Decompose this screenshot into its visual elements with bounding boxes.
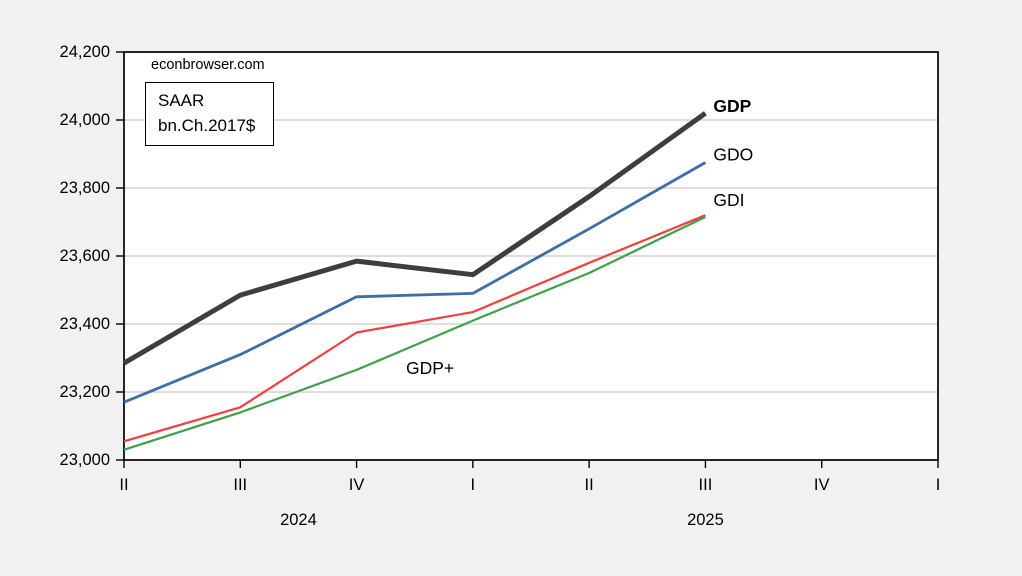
- y-axis-tick-label: 24,200: [60, 43, 110, 61]
- units-annotation-line1: SAAR: [158, 91, 205, 110]
- x-axis-tick-label: II: [585, 476, 594, 494]
- x-axis-tick-label: IV: [814, 476, 830, 494]
- watermark-text: econbrowser.com: [151, 57, 265, 73]
- y-axis-tick-label: 23,800: [60, 179, 110, 197]
- plot-border: [123, 51, 939, 461]
- y-axis-tick-label: 23,600: [60, 247, 110, 265]
- series-label-gdpplus: GDP+: [406, 358, 454, 378]
- x-axis-tick-label: I: [471, 476, 476, 494]
- y-axis-tick-label: 24,000: [60, 111, 110, 129]
- series-line-gdi: [123, 214, 706, 443]
- x-axis-tick-label: II: [119, 476, 128, 494]
- units-annotation-box: SAAR bn.Ch.2017$: [145, 82, 274, 146]
- y-axis-tick-label: 23,000: [60, 451, 110, 469]
- x-axis-tick-label: I: [936, 476, 941, 494]
- x-axis-tick-label: III: [233, 476, 247, 494]
- units-annotation-line2: bn.Ch.2017$: [158, 115, 256, 135]
- x-axis-tick-label: IV: [349, 476, 365, 494]
- x-axis-year-label: 2024: [280, 511, 317, 529]
- series-line-gdpplus: [123, 215, 706, 451]
- x-axis-tick-label: III: [699, 476, 713, 494]
- series-label-gdo: GDO: [713, 145, 753, 165]
- y-axis-tick-label: 23,400: [60, 315, 110, 333]
- series-line-gdo: [123, 161, 707, 404]
- y-axis-tick-label: 23,200: [60, 383, 110, 401]
- x-axis-year-label: 2025: [687, 511, 724, 529]
- series-label-gdp: GDP: [713, 96, 751, 116]
- series-line-gdp: [122, 111, 707, 366]
- series-label-gdi: GDI: [713, 190, 744, 210]
